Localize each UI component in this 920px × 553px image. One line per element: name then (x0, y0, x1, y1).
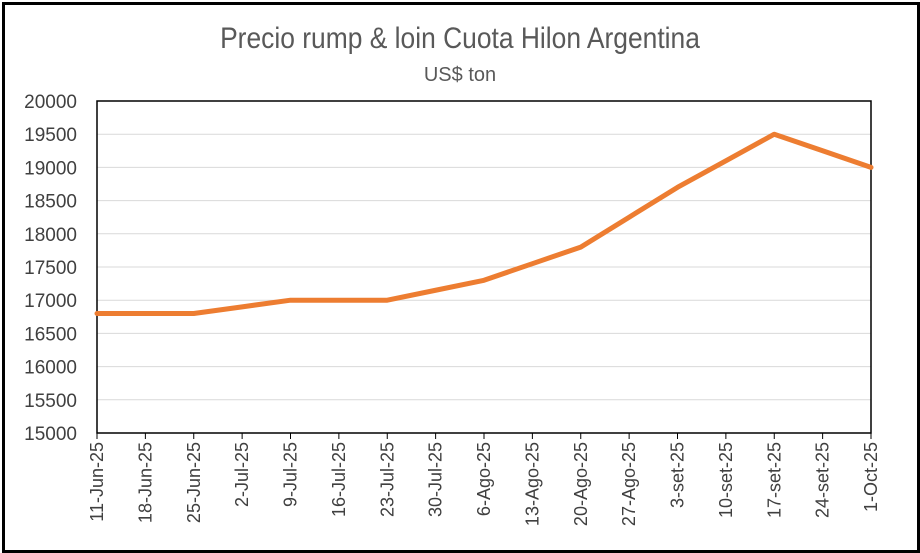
x-tick-label: 17-set-25 (764, 442, 784, 518)
data-point (870, 166, 872, 168)
data-point (96, 312, 98, 314)
data-point (773, 133, 775, 135)
chart-title: Precio rump & loin Cuota Hilon Argentina (220, 22, 700, 55)
data-point (628, 216, 630, 218)
y-tick-label: 16000 (24, 358, 77, 379)
data-point (290, 299, 291, 301)
data-point (435, 289, 437, 291)
x-tick-label: 30-Jul-25 (426, 442, 446, 517)
y-tick-label: 17000 (24, 291, 77, 312)
y-tick-label: 18500 (24, 192, 77, 213)
chart-subtitle: US$ ton (423, 64, 497, 86)
data-point (144, 312, 146, 314)
data-point (822, 150, 824, 152)
x-tick-label: 6-Ago-25 (474, 442, 494, 516)
x-tick-label: 25-Jun-25 (184, 442, 204, 523)
x-tick-label: 27-Ago-25 (619, 442, 639, 526)
x-tick-label: 11-Jun-25 (87, 442, 107, 522)
x-tick-label: 2-Jul-25 (232, 442, 252, 507)
y-tick-label: 16500 (24, 324, 77, 345)
data-point (338, 299, 340, 301)
gridlines (97, 100, 871, 434)
y-tick-label: 17500 (24, 258, 77, 279)
x-tick-label: 1-Oct-25 (861, 442, 881, 512)
data-point (531, 263, 533, 265)
y-tick-labels: 15000 15500 16000 16500 17000 17500 18000 18500… (24, 92, 77, 445)
y-tick-label: 19500 (24, 125, 77, 146)
x-tick-label: 18-Jun-25 (135, 442, 155, 523)
x-tick-label: 23-Jul-25 (377, 442, 397, 517)
data-point (193, 312, 195, 314)
x-tick-label: 20-Ago-25 (571, 442, 591, 526)
y-tick-label: 15000 (24, 424, 77, 445)
data-point (677, 186, 678, 188)
data-point (580, 246, 582, 248)
y-tick-label: 20000 (24, 92, 77, 113)
y-tick-label: 15500 (24, 391, 77, 412)
x-tick-label: 10-set-25 (716, 442, 736, 518)
data-point (725, 160, 727, 162)
x-tick-label: 24-set-25 (813, 442, 833, 518)
data-point (483, 279, 485, 281)
x-tick-label: 3-set-25 (668, 442, 688, 508)
data-point (386, 299, 388, 301)
x-tick-label: 9-Jul-25 (281, 442, 301, 507)
x-tick-labels: 11-Jun-25 18-Jun-25 25-Jun-25 2-Jul-25 9-Jul… (87, 442, 881, 526)
axes (96, 100, 872, 439)
data-point (241, 306, 243, 308)
y-tick-label: 18000 (24, 225, 77, 246)
series-line (94, 131, 874, 316)
series-layer (94, 131, 874, 316)
x-tick-label: 13-Ago-25 (522, 442, 542, 526)
y-tick-label: 19000 (24, 158, 77, 179)
x-tick-label: 16-Jul-25 (329, 442, 349, 517)
